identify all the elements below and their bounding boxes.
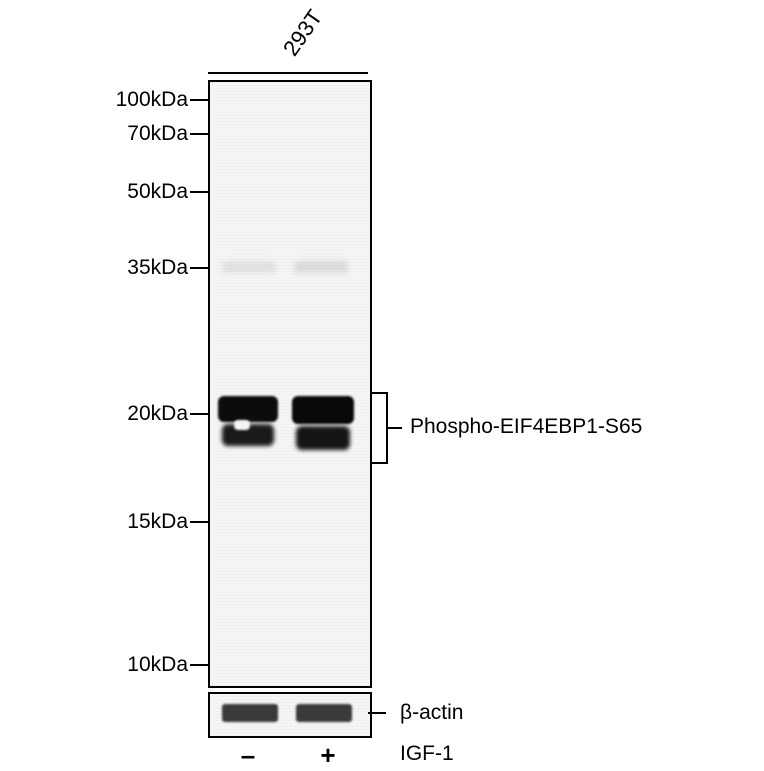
target-protein-label: Phospho-EIF4EBP1-S65 bbox=[410, 415, 642, 439]
blot-membrane-main bbox=[208, 80, 372, 688]
actin-tick bbox=[368, 712, 386, 714]
mw-tick bbox=[190, 267, 210, 269]
lane-header-bar bbox=[208, 72, 368, 74]
mw-tick bbox=[190, 664, 210, 666]
mw-label: 35kDa bbox=[68, 256, 188, 280]
mw-label: 20kDa bbox=[68, 402, 188, 426]
mw-tick bbox=[190, 133, 210, 135]
mw-tick bbox=[190, 521, 210, 523]
band-actin-lane2 bbox=[296, 704, 352, 722]
western-blot-figure: 293T 100kDa 70kDa 50kDa 35kDa 20kDa 15kD… bbox=[0, 0, 764, 764]
cell-line-label: 293T bbox=[278, 5, 328, 61]
treatment-name: IGF-1 bbox=[400, 742, 454, 766]
bracket-top bbox=[372, 392, 386, 394]
band-faint-35kda-lane1 bbox=[222, 261, 276, 273]
band-actin-lane1 bbox=[222, 704, 278, 722]
mw-tick bbox=[190, 99, 210, 101]
mw-label: 50kDa bbox=[68, 180, 188, 204]
mw-label: 100kDa bbox=[68, 88, 188, 112]
treatment-plus: + bbox=[320, 740, 335, 771]
mw-label: 15kDa bbox=[68, 510, 188, 534]
actin-label: β-actin bbox=[400, 701, 463, 725]
treatment-minus: – bbox=[241, 740, 255, 771]
band-faint-35kda-lane2 bbox=[294, 261, 348, 273]
band-target-lane1-upper bbox=[218, 396, 278, 422]
mw-label: 70kDa bbox=[68, 122, 188, 146]
mw-tick bbox=[190, 413, 210, 415]
band-target-lane2-upper bbox=[292, 396, 354, 424]
band-target-lane1-hole bbox=[234, 420, 250, 430]
mw-label: 10kDa bbox=[68, 653, 188, 677]
mw-tick bbox=[190, 191, 210, 193]
bracket-bot bbox=[372, 462, 386, 464]
bracket-mid bbox=[388, 427, 402, 429]
band-target-lane2-lower bbox=[296, 426, 350, 450]
